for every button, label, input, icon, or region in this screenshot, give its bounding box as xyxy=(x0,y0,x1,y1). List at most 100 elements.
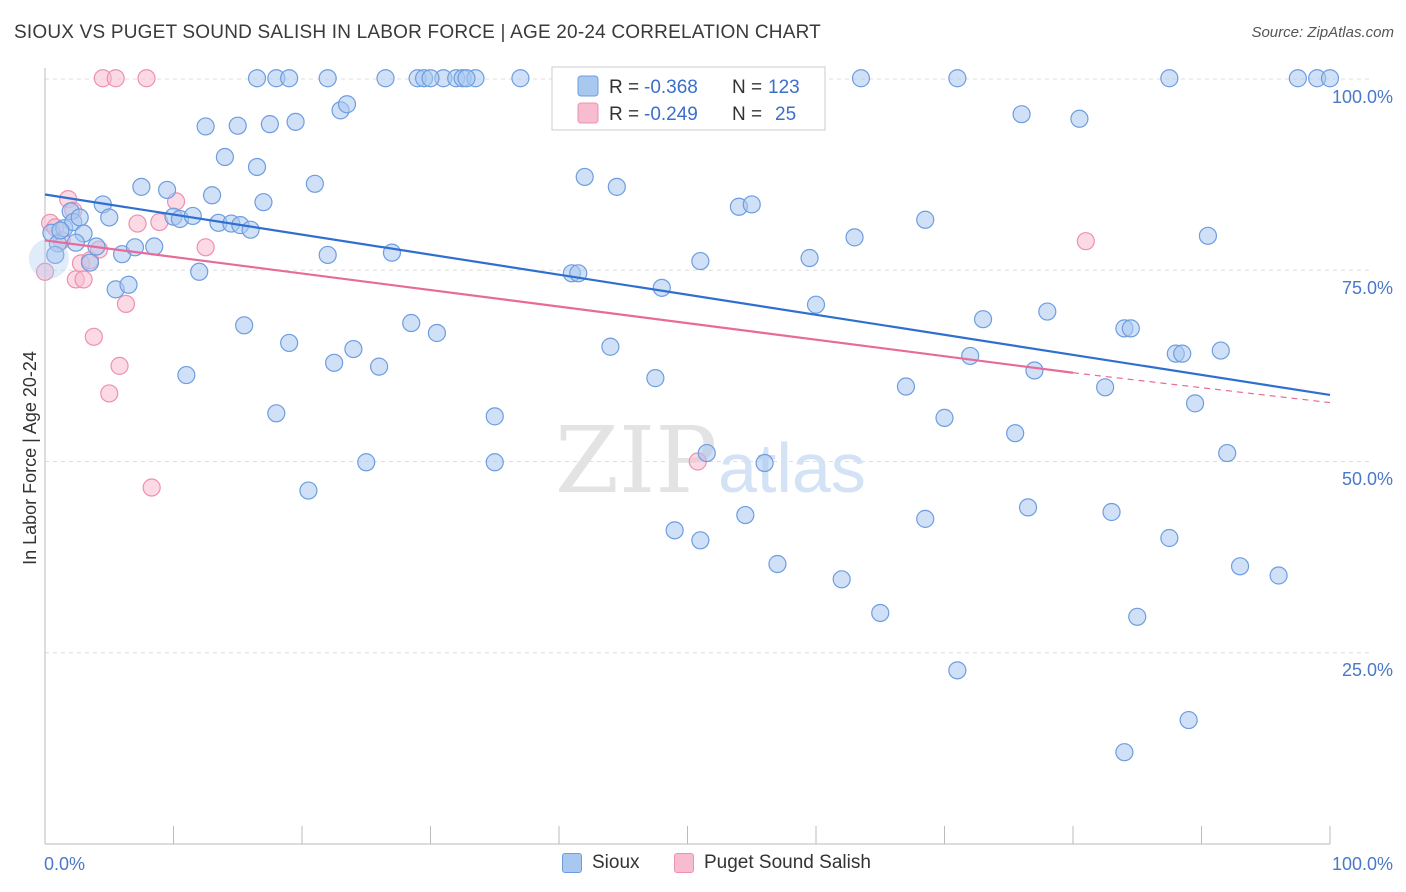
sioux-point xyxy=(691,251,710,271)
sioux-point xyxy=(325,353,344,372)
sioux-point xyxy=(247,69,267,88)
sioux-point xyxy=(948,661,967,680)
sioux-point xyxy=(485,453,504,472)
salish-r-value: -0.249 xyxy=(644,104,698,125)
sioux-point xyxy=(202,186,222,205)
sioux-point xyxy=(1038,302,1057,321)
legend-swatch-salish xyxy=(674,853,694,873)
sioux-point xyxy=(916,509,935,528)
sioux-point xyxy=(70,208,89,227)
sioux-point xyxy=(196,117,215,136)
salish-point xyxy=(116,294,136,314)
watermark-atlas: atlas xyxy=(718,429,866,507)
sioux-point xyxy=(235,316,254,335)
legend-label-sioux: Sioux xyxy=(592,852,640,873)
sioux-r-label: R = xyxy=(609,77,639,98)
salish-legend-swatch xyxy=(577,102,599,124)
salish-point xyxy=(84,327,103,346)
sioux-point xyxy=(190,262,209,281)
salish-r-label: R = xyxy=(609,104,639,125)
chart-title: SIOUX VS PUGET SOUND SALISH IN LABOR FOR… xyxy=(14,22,821,43)
sioux-point xyxy=(845,228,864,247)
sioux-point xyxy=(215,147,234,167)
sioux-point xyxy=(145,237,164,256)
sioux-point xyxy=(357,453,376,472)
sioux-point xyxy=(344,339,363,359)
sioux-point xyxy=(1096,378,1115,397)
sioux-point xyxy=(832,570,851,589)
sioux-point xyxy=(916,210,935,229)
sioux-point xyxy=(742,195,761,214)
legend-item-salish: Puget Sound Salish xyxy=(674,852,871,874)
sioux-point xyxy=(691,531,710,550)
sioux-point xyxy=(1218,443,1237,463)
gridlines xyxy=(45,78,1370,654)
sioux-point xyxy=(100,208,119,227)
sioux-point xyxy=(607,177,626,196)
sioux-point xyxy=(280,333,299,353)
sioux-point xyxy=(800,248,819,268)
salish-n-value: 25 xyxy=(775,104,796,125)
salish-point xyxy=(196,238,215,257)
sioux-point xyxy=(485,407,504,426)
sioux-point xyxy=(286,112,305,131)
sioux-point xyxy=(254,193,273,212)
salish-point xyxy=(128,214,147,233)
series-legend: Sioux Puget Sound Salish xyxy=(0,852,1406,878)
sioux-point xyxy=(247,157,267,177)
trend-lines xyxy=(44,193,1331,404)
sioux-point xyxy=(1269,566,1288,585)
legend-swatch-sioux xyxy=(562,853,582,873)
sioux-point xyxy=(1185,394,1205,413)
sioux-point xyxy=(755,453,774,473)
source-credit: Source: ZipAtlas.com xyxy=(1251,24,1394,41)
salish-n-label: N = xyxy=(732,104,762,125)
sioux-point xyxy=(697,443,716,463)
sioux-point xyxy=(896,377,916,396)
sioux-point xyxy=(299,481,318,500)
sioux-point xyxy=(1198,226,1218,245)
tick-labels: 25.0% 50.0% 75.0% 100.0% 0.0% 100.0% xyxy=(44,87,1393,874)
sioux-point xyxy=(1115,743,1134,762)
sioux-point xyxy=(1211,341,1230,360)
sioux-point xyxy=(1018,498,1038,517)
sioux-point xyxy=(457,69,476,88)
sioux-point xyxy=(1173,344,1192,363)
salish-point xyxy=(100,384,119,403)
sioux-point xyxy=(51,221,70,240)
sioux-point xyxy=(601,337,620,356)
legend-label-salish: Puget Sound Salish xyxy=(704,852,871,873)
salish-trend-line xyxy=(44,239,1074,374)
sioux-point xyxy=(318,245,337,265)
sioux-point xyxy=(402,313,421,333)
sioux-point xyxy=(1160,69,1179,88)
sioux-point xyxy=(46,245,65,265)
y-tick-label: 100.0% xyxy=(1332,87,1393,107)
salish-point xyxy=(74,270,93,289)
legend-item-sioux: Sioux xyxy=(562,852,640,874)
watermark: ZIP atlas xyxy=(555,407,866,514)
salish-point xyxy=(106,69,125,88)
x-tick-label-max: 100.0% xyxy=(1332,854,1393,874)
sioux-point xyxy=(851,69,871,88)
sioux-point xyxy=(871,603,890,623)
sioux-point xyxy=(1288,69,1307,88)
sioux-point-cluster xyxy=(28,238,69,279)
sioux-point xyxy=(646,369,665,388)
sioux-point xyxy=(1025,361,1044,380)
sioux-point xyxy=(665,521,684,540)
sioux-point xyxy=(157,180,177,200)
sioux-legend-swatch xyxy=(577,75,599,97)
y-tick-label: 75.0% xyxy=(1342,278,1393,298)
sioux-point xyxy=(1230,557,1250,576)
sioux-point xyxy=(575,167,594,187)
salish-point xyxy=(137,69,156,88)
sioux-point xyxy=(80,253,100,272)
axes xyxy=(44,68,1331,845)
salish-point xyxy=(35,262,55,281)
sioux-point xyxy=(1160,528,1179,548)
sioux-point xyxy=(119,275,138,294)
sioux-point xyxy=(337,95,357,114)
sioux-point xyxy=(1179,710,1198,730)
sioux-point xyxy=(768,554,787,574)
